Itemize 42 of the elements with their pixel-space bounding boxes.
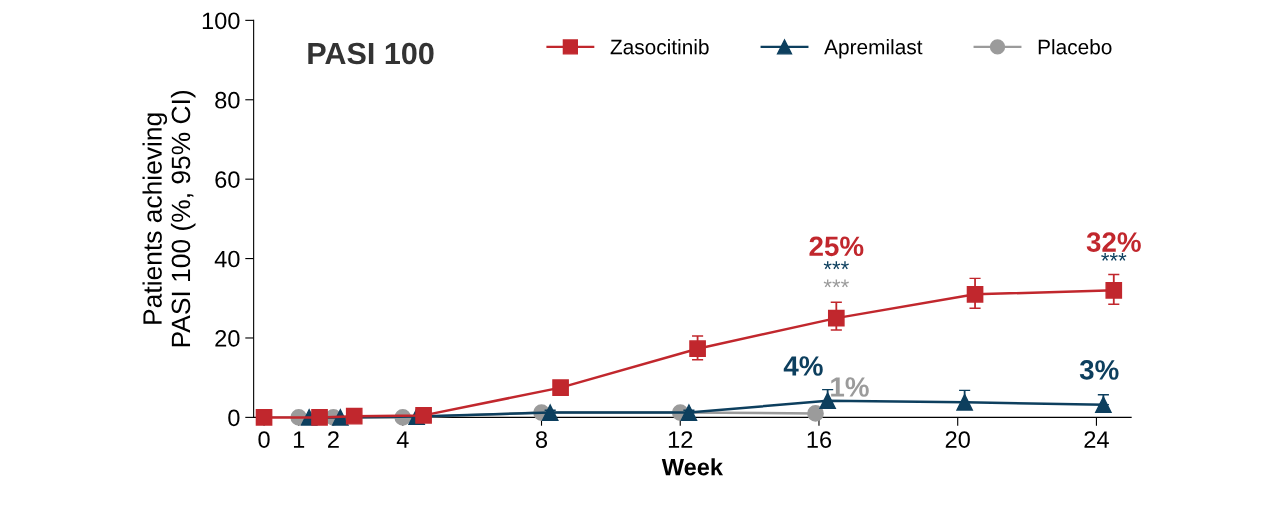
legend-label: Zasocitinib bbox=[610, 39, 709, 55]
x-tick-label: 2 bbox=[328, 431, 339, 448]
point bbox=[807, 405, 824, 422]
data-label: 25% bbox=[809, 236, 864, 257]
point bbox=[415, 407, 432, 424]
x-tick-label: 0 bbox=[258, 431, 270, 448]
point bbox=[827, 309, 845, 327]
text: PASI 100 bbox=[308, 42, 434, 65]
point bbox=[552, 379, 569, 396]
x-tick-label: 8 bbox=[535, 431, 548, 448]
point bbox=[956, 393, 973, 411]
x-axis-title: Week bbox=[661, 458, 724, 476]
x-tick-label: 4 bbox=[396, 431, 409, 448]
x-tick-label: 20 bbox=[945, 431, 970, 448]
data-label: 4% bbox=[783, 356, 823, 376]
y-tick-label: 20 bbox=[215, 330, 240, 347]
annotation: *** bbox=[1101, 253, 1127, 261]
y-tick-label: 80 bbox=[215, 91, 240, 109]
data-label: 3% bbox=[1079, 360, 1119, 380]
data-label: 1% bbox=[831, 377, 869, 397]
y-tick-label: 0 bbox=[228, 409, 240, 427]
annotation: *** bbox=[823, 279, 849, 288]
point bbox=[689, 340, 706, 358]
data-label: 32% bbox=[1086, 232, 1141, 252]
point bbox=[1105, 281, 1123, 299]
point bbox=[311, 409, 328, 426]
point bbox=[255, 409, 273, 426]
x-tick-label: 24 bbox=[1084, 431, 1109, 448]
point bbox=[345, 407, 363, 425]
annotation: *** bbox=[823, 261, 849, 270]
point bbox=[541, 404, 559, 421]
legend-label: Apremilast bbox=[824, 39, 923, 59]
y-axis-title: Patients achieving PASI 100 (%, 95% CI) bbox=[142, 90, 196, 347]
y-tick-label: 100 bbox=[202, 12, 240, 30]
legend-label: Placebo bbox=[1038, 39, 1112, 55]
x-tick-label: 16 bbox=[807, 431, 832, 448]
y-tick-label: 60 bbox=[215, 171, 240, 188]
x-tick-label: 1 bbox=[293, 431, 305, 448]
point bbox=[680, 404, 698, 421]
point bbox=[966, 285, 984, 303]
y-tick-label: 40 bbox=[214, 250, 240, 268]
x-tick-label: 12 bbox=[668, 431, 693, 448]
